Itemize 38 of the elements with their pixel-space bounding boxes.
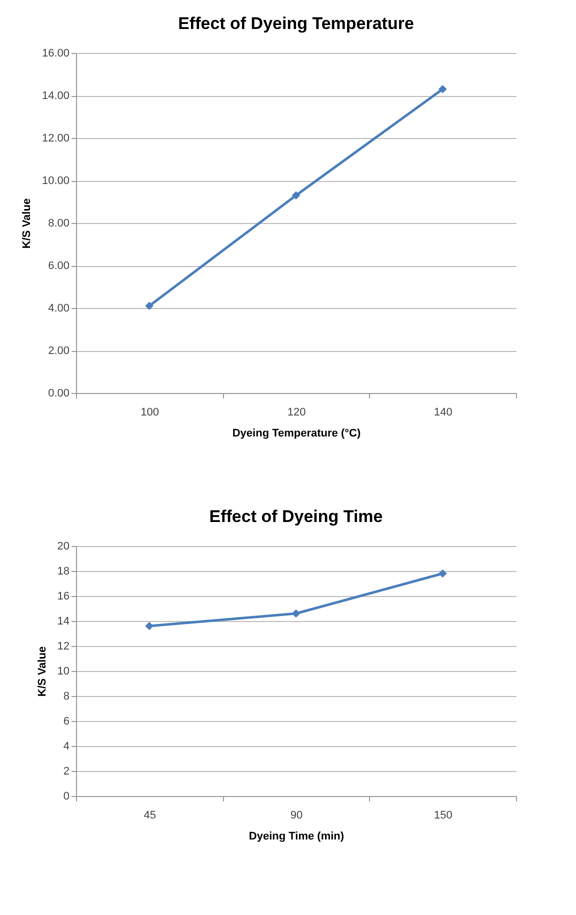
- y-tick-label: 10: [57, 666, 70, 678]
- y-tick-label: 0.00: [48, 388, 70, 400]
- point: [145, 302, 154, 310]
- x-tick-label: 120: [287, 406, 306, 418]
- y-tick-label: 12: [57, 640, 70, 652]
- y-tick-label: 18: [57, 566, 70, 578]
- chart-title: Effect of Dyeing Temperature: [178, 14, 414, 33]
- x-tick-label: 45: [144, 810, 156, 822]
- y-axis-title: K/S Value: [20, 198, 33, 249]
- x-tick-label: 140: [434, 406, 452, 418]
- point: [438, 84, 447, 94]
- y-tick-label: 0: [63, 790, 70, 802]
- y-tick-label: 14: [57, 616, 70, 628]
- y-tick-label: 6: [63, 716, 70, 728]
- y-tick-label: 6.00: [48, 260, 70, 272]
- y-tick-label: 4: [63, 740, 70, 752]
- y-tick-label: 14.00: [42, 90, 70, 102]
- y-tick-label: 16: [57, 590, 70, 602]
- y-axis-title: K/S Value: [36, 646, 48, 697]
- y-tick-label: 8: [63, 690, 70, 702]
- x-axis-title: Dyeing Temperature (°C): [232, 428, 361, 440]
- y-tick-label: 12.00: [42, 132, 70, 144]
- x-tick-label: 100: [140, 406, 160, 418]
- point: [145, 622, 154, 630]
- y-tick-label: 16.00: [42, 48, 70, 60]
- y-tick-label: 20: [57, 540, 70, 552]
- x-tick-label: 150: [434, 810, 452, 822]
- x-tick-label: 90: [290, 810, 303, 822]
- x-axis-title: Dyeing Time (min): [248, 830, 344, 842]
- point: [292, 191, 300, 200]
- y-tick-label: 10.00: [42, 175, 70, 187]
- chart-title: Effect of Dyeing Time: [209, 507, 383, 526]
- y-tick-label: 2: [63, 766, 70, 778]
- point: [438, 569, 447, 578]
- point: [292, 609, 300, 618]
- y-tick-label: 4.00: [48, 302, 70, 314]
- y-tick-label: 2.00: [48, 345, 70, 357]
- y-tick-label: 8.00: [48, 218, 70, 230]
